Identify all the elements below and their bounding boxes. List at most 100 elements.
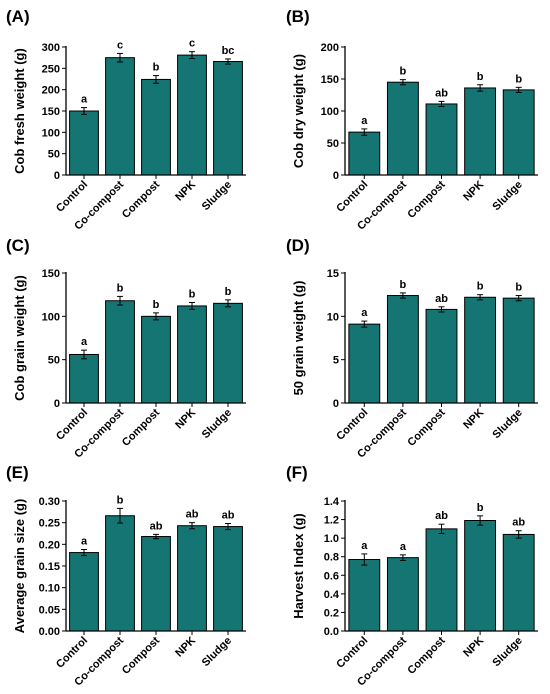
y-tick-label: 150: [42, 106, 60, 118]
bar-compost: [425, 528, 458, 632]
y-tick-label: 0: [333, 170, 339, 182]
y-tick-label: 50: [327, 138, 339, 150]
significance-letter: b: [477, 71, 484, 83]
y-tick-label: 0.20: [39, 539, 60, 551]
x-tick-label: Control: [54, 407, 90, 443]
significance-letter: a: [81, 536, 88, 548]
significance-letter: a: [361, 307, 368, 319]
y-tick-label: 1.0: [324, 533, 339, 545]
y-tick-label: 0: [54, 398, 60, 410]
y-tick-label: 150: [42, 268, 60, 280]
y-tick-label: 100: [42, 127, 60, 139]
chart-panel-e: (E) Average grain size (g) 0.00 0.05 0.10 0.1…: [6, 463, 246, 688]
y-axis-label: 50 grain weight (g): [291, 281, 306, 396]
x-tick-label: Compost: [405, 634, 447, 676]
x-tick-label: NPK: [461, 179, 486, 204]
x-tick-label: NPK: [173, 179, 198, 204]
y-tick-label: 0.4: [324, 589, 340, 601]
bar-co-compost: [105, 515, 135, 632]
significance-letter: c: [117, 39, 123, 51]
chart-panel-a: (A) Cob fresh weight (g) 0 50 100 150 200 250 30…: [6, 7, 246, 232]
bar-control: [69, 110, 99, 176]
y-tick-label: 1.2: [324, 515, 339, 527]
x-tick-label: Control: [334, 407, 370, 443]
bar-control: [348, 559, 381, 632]
x-tick-label: Compost: [120, 406, 162, 448]
significance-letter: b: [477, 281, 484, 293]
bar-sludge: [502, 297, 535, 404]
significance-letter: a: [361, 540, 368, 552]
x-tick-label: Compost: [120, 178, 162, 220]
bar-sludge: [213, 61, 243, 176]
x-tick-label: Sludge: [490, 635, 524, 669]
significance-letter: b: [225, 286, 232, 298]
significance-letter: ab: [222, 510, 235, 522]
x-tick-label: Sludge: [490, 407, 524, 441]
panel-label: (D): [286, 236, 310, 255]
significance-letter: b: [189, 288, 196, 300]
x-tick-label: Sludge: [200, 179, 234, 213]
x-tick-label: NPK: [173, 407, 198, 432]
y-tick-label: 100: [321, 106, 339, 118]
x-tick-label: NPK: [173, 635, 198, 660]
y-tick-label: 0.8: [324, 552, 339, 564]
significance-letter: a: [361, 115, 368, 127]
y-tick-label: 150: [321, 74, 339, 86]
y-tick-label: 1.4: [324, 496, 340, 508]
significance-letter: a: [81, 94, 88, 106]
significance-letter: ab: [435, 293, 448, 305]
y-tick-label: 5: [333, 355, 339, 367]
bar-sludge: [502, 89, 535, 176]
significance-letter: b: [117, 494, 124, 506]
x-tick-label: Control: [334, 179, 370, 215]
bar-compost: [425, 103, 458, 176]
y-tick-label: 300: [42, 42, 60, 54]
y-tick-label: 15: [327, 268, 339, 280]
x-tick-label: Sludge: [200, 635, 234, 669]
x-tick-label: NPK: [461, 635, 486, 660]
y-tick-label: 0: [54, 170, 60, 182]
bar-control: [69, 353, 99, 404]
significance-letter: b: [515, 282, 522, 294]
bar-npk: [464, 520, 497, 632]
y-axis-label: Harvest Index (g): [291, 513, 306, 618]
chart-panel-b: (B) Cob dry weight (g) 0 50 100 150 200 a Contro…: [286, 7, 538, 232]
chart-panel-d: (D)50 grain weight (g)051015aControlbCo-…: [286, 236, 538, 460]
bar-co-compost: [386, 295, 419, 404]
x-tick-label: Control: [54, 179, 90, 215]
significance-letter: b: [477, 502, 484, 514]
significance-letter: a: [81, 336, 88, 348]
significance-letter: ab: [435, 87, 448, 99]
bar-control: [348, 323, 381, 404]
bar-compost: [425, 308, 458, 404]
y-axis-label: Cob fresh weight (g): [12, 48, 27, 174]
significance-letter: b: [515, 73, 522, 85]
y-axis-label: Average grain size (g): [12, 499, 27, 634]
bar-sludge: [213, 302, 243, 404]
bar-co-compost: [105, 300, 135, 404]
x-tick-label: Control: [54, 635, 90, 671]
y-tick-label: 0.25: [39, 518, 60, 530]
bar-sludge: [502, 533, 535, 632]
bar-compost: [141, 536, 171, 632]
panel-label: (A): [6, 7, 30, 26]
x-tick-label: Compost: [405, 178, 447, 220]
y-tick-label: 0.15: [39, 561, 60, 573]
bar-compost: [141, 315, 171, 404]
x-tick-label: Compost: [120, 634, 162, 676]
bar-control: [348, 131, 381, 176]
significance-letter: a: [400, 541, 407, 553]
panel-label: (E): [6, 463, 29, 482]
chart-panel-c: (C) Cob grain weight (g) 0 50 100 150 a Control…: [6, 236, 246, 460]
x-tick-label: Sludge: [200, 407, 234, 441]
y-tick-label: 0: [333, 398, 339, 410]
chart-panel-f: (F) Harvest Index (g) 0.0 0.2 0.4 0.6 0.8 1.0 1.…: [286, 463, 538, 688]
bar-compost: [141, 78, 171, 176]
significance-letter: c: [189, 38, 195, 50]
panel-label: (B): [286, 7, 310, 26]
y-axis-label: Cob grain weight (g): [12, 275, 27, 401]
y-tick-label: 0.00: [39, 626, 60, 638]
bar-npk: [177, 525, 207, 632]
y-tick-label: 200: [42, 85, 60, 97]
